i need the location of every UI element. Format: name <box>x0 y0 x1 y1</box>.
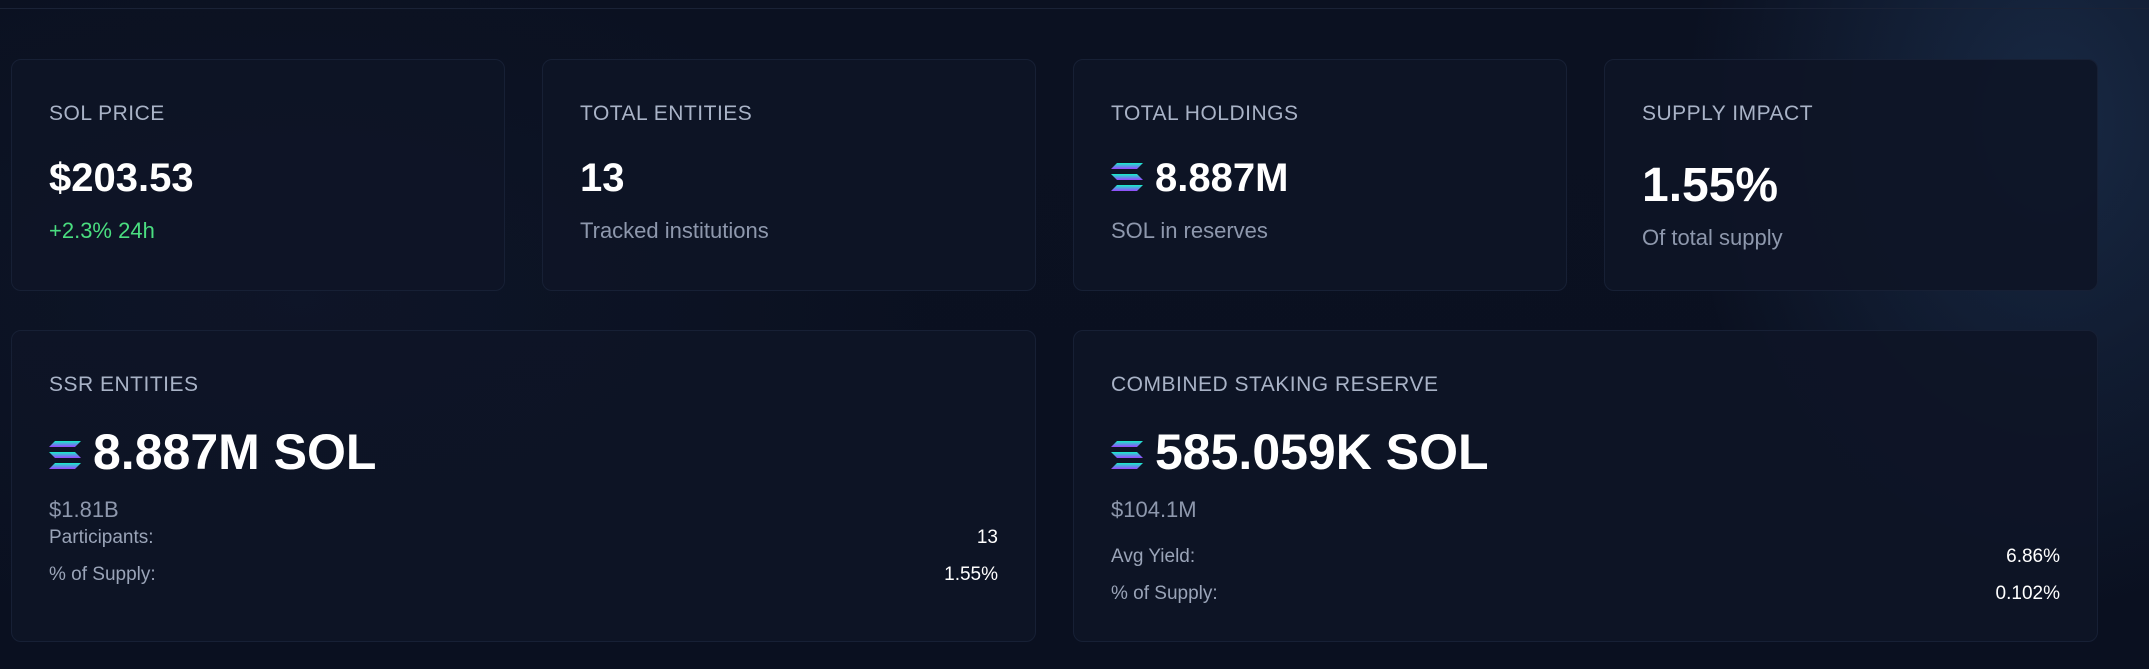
total-holdings-label: TOTAL HOLDINGS <box>1111 102 1299 125</box>
csr-avg-yield-value: 6.86% <box>2006 546 2060 567</box>
solana-logo-icon <box>1111 423 1143 481</box>
header-divider <box>0 8 2149 9</box>
csr-supply-row: % of Supply: 0.102% <box>1111 583 2060 605</box>
combined-staking-reserve-value-row: 585.059K SOL <box>1111 423 1489 481</box>
ssr-entities-value-row: 8.887M SOL <box>49 423 376 481</box>
total-entities-value: 13 <box>580 156 625 200</box>
ssr-supply-row: % of Supply: 1.55% <box>49 564 998 586</box>
combined-staking-reserve-value: 585.059K SOL <box>1155 424 1489 480</box>
ssr-entities-label: SSR ENTITIES <box>49 373 199 396</box>
sol-price-change: +2.3% 24h <box>49 218 155 243</box>
ssr-entities-value: 8.887M SOL <box>93 424 377 480</box>
ssr-entities-usd: $1.81B <box>49 497 119 522</box>
csr-supply-key: % of Supply: <box>1111 583 1218 604</box>
sol-price-label: SOL PRICE <box>49 102 165 125</box>
ssr-participants-value: 13 <box>976 527 998 548</box>
total-entities-sub: Tracked institutions <box>580 218 769 243</box>
combined-staking-reserve-card: COMBINED STAKING RESERVE 585.059K SOL $1… <box>1073 330 2098 642</box>
supply-impact-value: 1.55% <box>1642 159 1779 212</box>
total-holdings-value: 8.887M <box>1155 156 1289 200</box>
supply-impact-card: SUPPLY IMPACT 1.55% Of total supply <box>1604 59 2098 291</box>
total-entities-card: TOTAL ENTITIES 13 Tracked institutions <box>542 59 1036 291</box>
total-holdings-card: TOTAL HOLDINGS 8.887M SOL in reserves <box>1073 59 1567 291</box>
csr-avg-yield-key: Avg Yield: <box>1111 546 1196 567</box>
ssr-supply-key: % of Supply: <box>49 564 156 585</box>
total-holdings-value-row: 8.887M <box>1111 156 1288 201</box>
supply-impact-label: SUPPLY IMPACT <box>1642 102 1814 125</box>
total-entities-label: TOTAL ENTITIES <box>580 102 753 125</box>
ssr-entities-card: SSR ENTITIES 8.887M SOL $1.81B Participa… <box>11 330 1036 642</box>
sol-price-value: $203.53 <box>49 156 194 200</box>
ssr-supply-value: 1.55% <box>944 564 998 585</box>
combined-staking-reserve-usd: $104.1M <box>1111 497 1197 522</box>
supply-impact-sub: Of total supply <box>1642 225 1783 250</box>
ssr-participants-key: Participants: <box>49 527 154 548</box>
csr-avg-yield-row: Avg Yield: 6.86% <box>1111 546 2060 568</box>
total-holdings-sub: SOL in reserves <box>1111 218 1268 243</box>
solana-logo-icon <box>49 423 81 481</box>
csr-supply-value: 0.102% <box>1995 583 2060 604</box>
ssr-participants-row: Participants: 13 <box>49 527 998 549</box>
combined-staking-reserve-label: COMBINED STAKING RESERVE <box>1111 373 1439 396</box>
solana-logo-icon <box>1111 156 1143 201</box>
sol-price-card: SOL PRICE $203.53 +2.3% 24h <box>11 59 505 291</box>
